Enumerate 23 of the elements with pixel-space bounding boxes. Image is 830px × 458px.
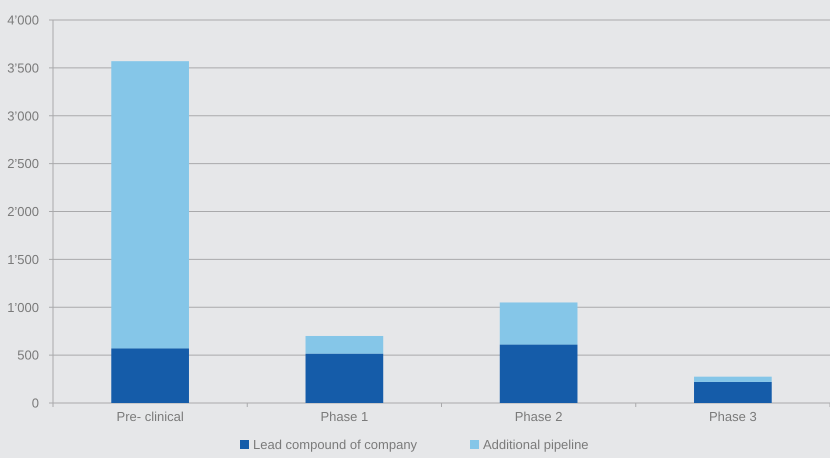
bar: [306, 336, 384, 354]
x-tick-label: Phase 1: [320, 409, 368, 424]
bar: [694, 376, 772, 382]
bar: [500, 344, 578, 403]
y-tick-label: 4’000: [7, 12, 39, 28]
y-tick-label: 500: [17, 348, 39, 363]
bar: [111, 348, 189, 403]
legend-label: Additional pipeline: [483, 437, 589, 452]
bar: [306, 354, 384, 403]
y-tick-label: 3’000: [7, 108, 39, 124]
y-tick-label: 3’500: [7, 60, 39, 76]
bar: [500, 302, 578, 345]
legend-label: Lead compound of company: [253, 437, 418, 452]
y-tick-label: 1’500: [7, 252, 39, 267]
y-tick-label: 2’000: [7, 204, 39, 220]
x-tick-label: Pre- clinical: [116, 409, 184, 424]
x-tick-label: Phase 2: [514, 409, 562, 424]
y-tick-label: 1’000: [7, 300, 39, 315]
x-tick-label: Phase 3: [709, 409, 757, 424]
bar: [694, 382, 772, 403]
y-tick-label: 2’500: [7, 156, 39, 172]
bar: [111, 61, 189, 348]
y-tick-label: 0: [32, 396, 39, 411]
